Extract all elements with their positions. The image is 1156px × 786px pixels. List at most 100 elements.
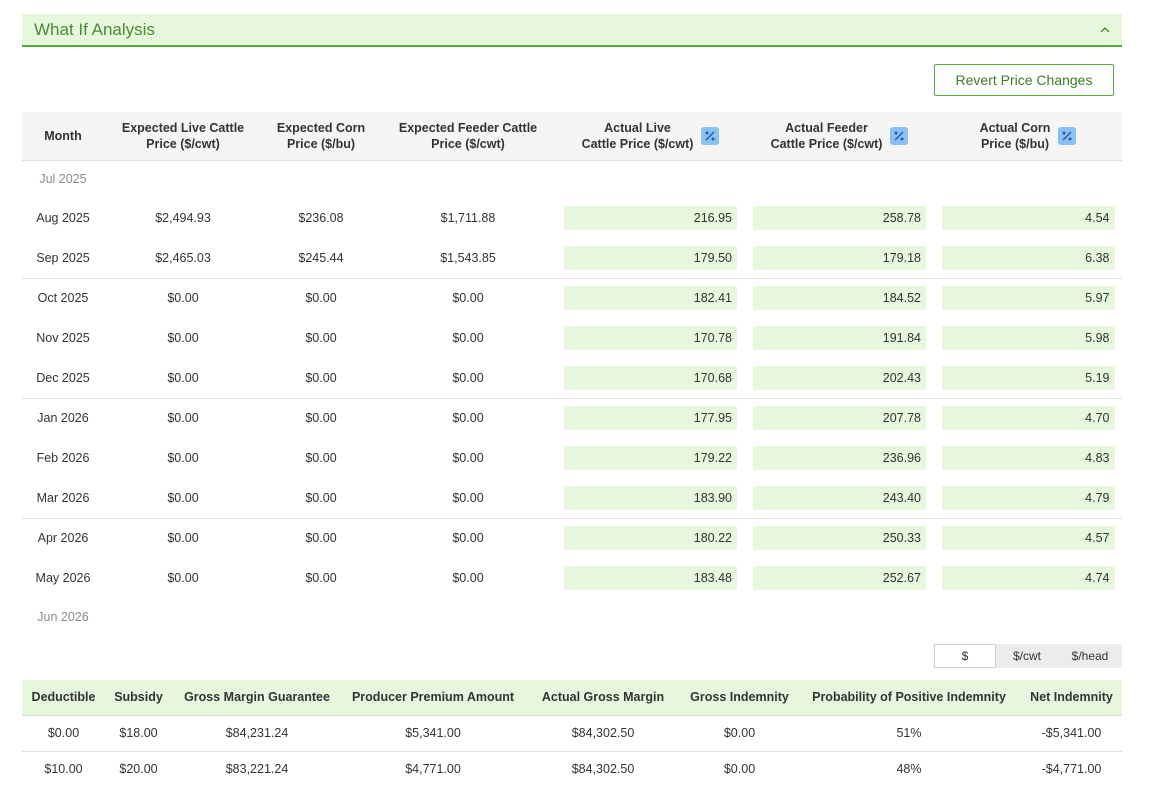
- expected-live-cattle-cell: $0.00: [167, 451, 199, 465]
- actual-live-cattle-input[interactable]: [564, 365, 737, 390]
- chevron-up-icon[interactable]: [1100, 25, 1110, 35]
- expected-feeder-cattle-cell: $0.00: [452, 331, 484, 345]
- month-cell: Oct 2025: [37, 291, 89, 306]
- actual-live-cattle-input[interactable]: [564, 326, 737, 350]
- col-producer-premium: Producer Premium Amount: [342, 680, 524, 716]
- gross-indemnity-cell: $0.00: [682, 751, 797, 786]
- unit-option-dollar[interactable]: $: [934, 644, 996, 668]
- expected-corn-cell: $245.44: [262, 238, 380, 279]
- probability-cell: 51%: [797, 715, 1021, 752]
- price-table: Month Expected Live Cattle Price ($/cwt) …: [22, 112, 1122, 636]
- unit-toggle: $ $/cwt $/head: [934, 644, 1122, 668]
- actual-live-cattle-input[interactable]: [564, 245, 737, 270]
- actual-feeder-cattle-input[interactable]: [753, 365, 926, 390]
- actual-corn-input[interactable]: [941, 286, 1115, 311]
- month-cell: Nov 2025: [36, 331, 90, 345]
- month-cell: Dec 2025: [22, 358, 104, 399]
- col-actual-live-cattle: Actual Live Cattle Price ($/cwt): [556, 112, 745, 161]
- month-cell: Mar 2026: [22, 478, 104, 519]
- actual-corn-input[interactable]: [941, 566, 1115, 590]
- actual-feeder-cattle-input[interactable]: [753, 206, 926, 230]
- actual-live-cattle-input[interactable]: [564, 446, 737, 470]
- producer-premium-cell: $5,341.00: [342, 715, 524, 752]
- month-cell: Jan 2026: [37, 411, 89, 426]
- actual-feeder-cattle-input[interactable]: [753, 245, 926, 270]
- percent-icon[interactable]: [1058, 126, 1077, 145]
- expected-corn-cell: $0.00: [305, 331, 337, 345]
- table-row: Aug 2025 $2,494.93 $236.08 $1,711.88: [22, 198, 1122, 238]
- actual-live-cattle-input[interactable]: [564, 526, 737, 551]
- gross-margin-guarantee-cell: $84,231.24: [172, 715, 342, 752]
- table-row: May 2026 $0.00 $0.00 $0.00: [22, 558, 1122, 598]
- actual-corn-input[interactable]: [941, 365, 1115, 390]
- net-indemnity-cell: -$4,771.00: [1021, 751, 1122, 786]
- expected-feeder-cattle-cell: $0.00: [380, 478, 556, 519]
- month-cell: Apr 2026: [37, 531, 89, 546]
- col-gross-margin-guarantee: Gross Margin Guarantee: [172, 680, 342, 716]
- expected-live-cattle-cell: $2,494.93: [155, 211, 211, 225]
- actual-gross-margin-cell: $84,302.50: [524, 715, 682, 752]
- month-cell: Feb 2026: [36, 451, 90, 465]
- actual-corn-input[interactable]: [941, 206, 1115, 230]
- actual-feeder-cattle-input[interactable]: [753, 526, 926, 551]
- expected-live-cattle-cell: $0.00: [167, 331, 199, 345]
- expected-feeder-cattle-cell: $0.00: [452, 411, 484, 426]
- actual-live-cattle-input[interactable]: [564, 485, 737, 510]
- subsidy-cell: $20.00: [105, 751, 172, 786]
- panel-title: What If Analysis: [34, 19, 155, 39]
- col-subsidy: Subsidy: [105, 680, 172, 716]
- actual-feeder-cattle-input[interactable]: [753, 446, 926, 470]
- expected-corn-cell: $0.00: [305, 571, 337, 585]
- unit-option-per-cwt[interactable]: $/cwt: [1012, 649, 1041, 663]
- table-row: $0.00 $18.00 $84,231.24 $5,341.00 $84,302.50…: [22, 715, 1122, 752]
- col-probability-positive-indemnity: Probability of Positive Indemnity: [797, 680, 1021, 716]
- actual-live-cattle-input[interactable]: [564, 406, 737, 431]
- month-cell: Sep 2025: [22, 238, 104, 279]
- actual-live-cattle-input[interactable]: [564, 206, 737, 230]
- col-expected-live-cattle: Expected Live Cattle Price ($/cwt): [104, 112, 262, 161]
- expected-live-cattle-cell: $0.00: [167, 411, 199, 426]
- actual-live-cattle-input[interactable]: [564, 566, 737, 590]
- net-indemnity-cell: -$5,341.00: [1021, 715, 1122, 752]
- col-gross-indemnity: Gross Indemnity: [682, 680, 797, 716]
- subsidy-cell: $18.00: [105, 715, 172, 752]
- percent-icon[interactable]: [890, 126, 909, 145]
- col-month: Month: [22, 112, 104, 161]
- expected-feeder-cattle-cell: $0.00: [452, 291, 484, 306]
- actual-corn-input[interactable]: [941, 485, 1115, 510]
- col-actual-corn: Actual Corn Price ($/bu): [934, 112, 1122, 161]
- table-row: Sep 2025 $2,465.03 $245.44 $1,543.85: [22, 238, 1122, 279]
- expected-feeder-cattle-cell: $0.00: [380, 358, 556, 399]
- table-row: Apr 2026 $0.00 $0.00 $0.00: [22, 518, 1122, 558]
- month-cell: Jul 2025: [39, 172, 87, 187]
- gross-margin-guarantee-cell: $83,221.24: [172, 751, 342, 786]
- expected-feeder-cattle-cell: $0.00: [452, 571, 484, 585]
- month-cell: Aug 2025: [36, 211, 90, 225]
- table-row: Mar 2026 $0.00 $0.00 $0.00: [22, 478, 1122, 519]
- actual-corn-input[interactable]: [941, 245, 1115, 270]
- col-net-indemnity: Net Indemnity: [1021, 680, 1122, 716]
- actual-feeder-cattle-input[interactable]: [753, 566, 926, 590]
- revert-price-changes-button[interactable]: Revert Price Changes: [934, 64, 1114, 96]
- percent-icon[interactable]: [701, 126, 720, 145]
- actual-gross-margin-cell: $84,302.50: [524, 751, 682, 786]
- table-row: $10.00 $20.00 $83,221.24 $4,771.00 $84,302.5…: [22, 751, 1122, 786]
- unit-option-per-head[interactable]: $/head: [1071, 649, 1109, 663]
- expected-corn-cell: $0.00: [305, 291, 337, 306]
- expected-corn-cell: $0.00: [305, 411, 337, 426]
- actual-feeder-cattle-input[interactable]: [753, 326, 926, 350]
- col-deductible: Deductible: [22, 680, 105, 716]
- what-if-analysis-header[interactable]: What If Analysis: [22, 14, 1122, 47]
- col-expected-corn: Expected Corn Price ($/bu): [262, 112, 380, 161]
- actual-corn-input[interactable]: [941, 446, 1115, 470]
- actual-live-cattle-input[interactable]: [564, 286, 737, 311]
- month-cell: Jun 2026: [37, 610, 89, 624]
- expected-corn-cell: $236.08: [298, 211, 344, 225]
- actual-corn-input[interactable]: [941, 526, 1115, 551]
- actual-feeder-cattle-input[interactable]: [753, 406, 926, 431]
- actual-corn-input[interactable]: [941, 406, 1115, 431]
- actual-feeder-cattle-input[interactable]: [753, 286, 926, 311]
- actual-corn-input[interactable]: [941, 326, 1115, 350]
- table-row: Jun 2026: [22, 598, 1122, 636]
- actual-feeder-cattle-input[interactable]: [753, 485, 926, 510]
